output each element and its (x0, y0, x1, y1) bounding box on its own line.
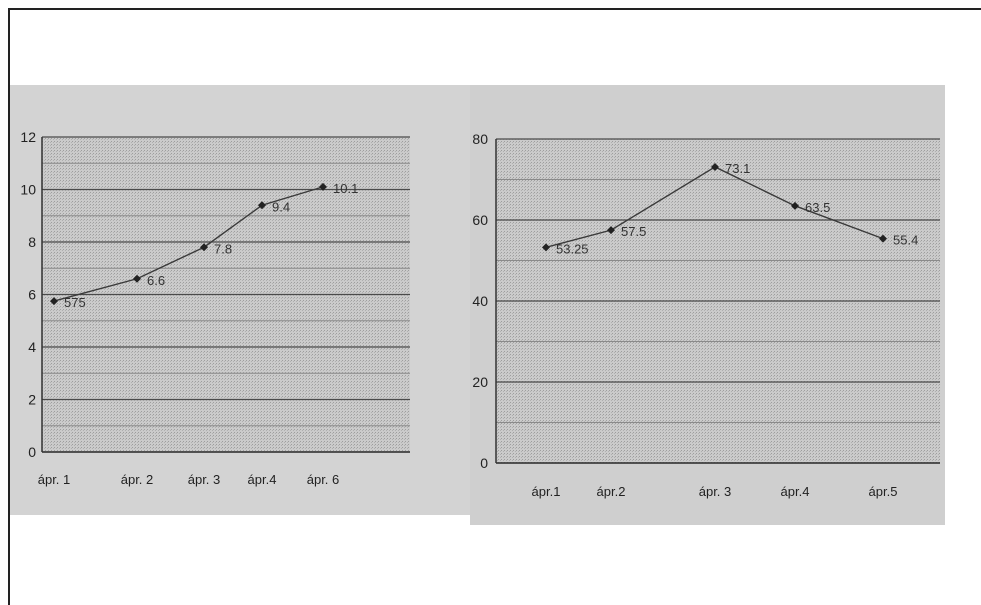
x-tick-label: ápr.4 (248, 472, 277, 487)
y-tick-label: 20 (472, 374, 488, 390)
y-tick-label: 4 (28, 339, 36, 355)
data-point (50, 297, 58, 306)
y-tick-label: 60 (472, 212, 488, 228)
data-point (200, 243, 208, 252)
y-tick-label: 6 (28, 287, 36, 303)
data-point (711, 162, 719, 171)
data-point (319, 182, 327, 191)
data-point (258, 201, 266, 210)
data-label: 57.5 (621, 224, 646, 239)
data-label: 55.4 (893, 233, 918, 248)
data-point (542, 243, 550, 252)
data-point (791, 201, 799, 210)
left-line-chart: 0 2 4 6 8 10 12 575 6.6 7.8 9.4 10.1 ápr. 1 ápr. 2 ápr… (20, 129, 410, 487)
x-tick-label: ápr. 1 (38, 472, 71, 487)
data-label: 575 (64, 295, 86, 310)
y-tick-label: 80 (472, 131, 488, 147)
x-tick-label: ápr.5 (869, 484, 898, 499)
data-label: 7.8 (214, 241, 232, 256)
x-tick-label: ápr.4 (781, 484, 810, 499)
data-point (133, 274, 141, 283)
y-tick-label: 12 (20, 129, 36, 145)
y-tick-label: 8 (28, 234, 36, 250)
right-line-chart: 0 20 40 60 80 53.25 57.5 73.1 63.5 55.4 ápr.1 ápr.2… (472, 131, 940, 499)
x-tick-label: ápr.1 (532, 484, 561, 499)
data-point (607, 226, 615, 235)
x-tick-label: ápr.2 (597, 484, 626, 499)
y-tick-label: 2 (28, 392, 36, 408)
y-tick-label: 40 (472, 293, 488, 309)
x-tick-label: ápr. 6 (307, 472, 340, 487)
x-tick-label: ápr. 3 (188, 472, 221, 487)
y-tick-label: 10 (20, 182, 36, 198)
data-point (879, 234, 887, 243)
x-tick-label: ápr. 3 (699, 484, 732, 499)
data-label: 10.1 (333, 181, 358, 196)
data-label: 63.5 (805, 200, 830, 215)
x-tick-label: ápr. 2 (121, 472, 154, 487)
data-label: 6.6 (147, 273, 165, 288)
y-tick-label: 0 (480, 455, 488, 471)
data-label: 73.1 (725, 161, 750, 176)
data-label: 9.4 (272, 199, 290, 214)
data-label: 53.25 (556, 241, 589, 256)
y-tick-label: 0 (28, 444, 36, 460)
